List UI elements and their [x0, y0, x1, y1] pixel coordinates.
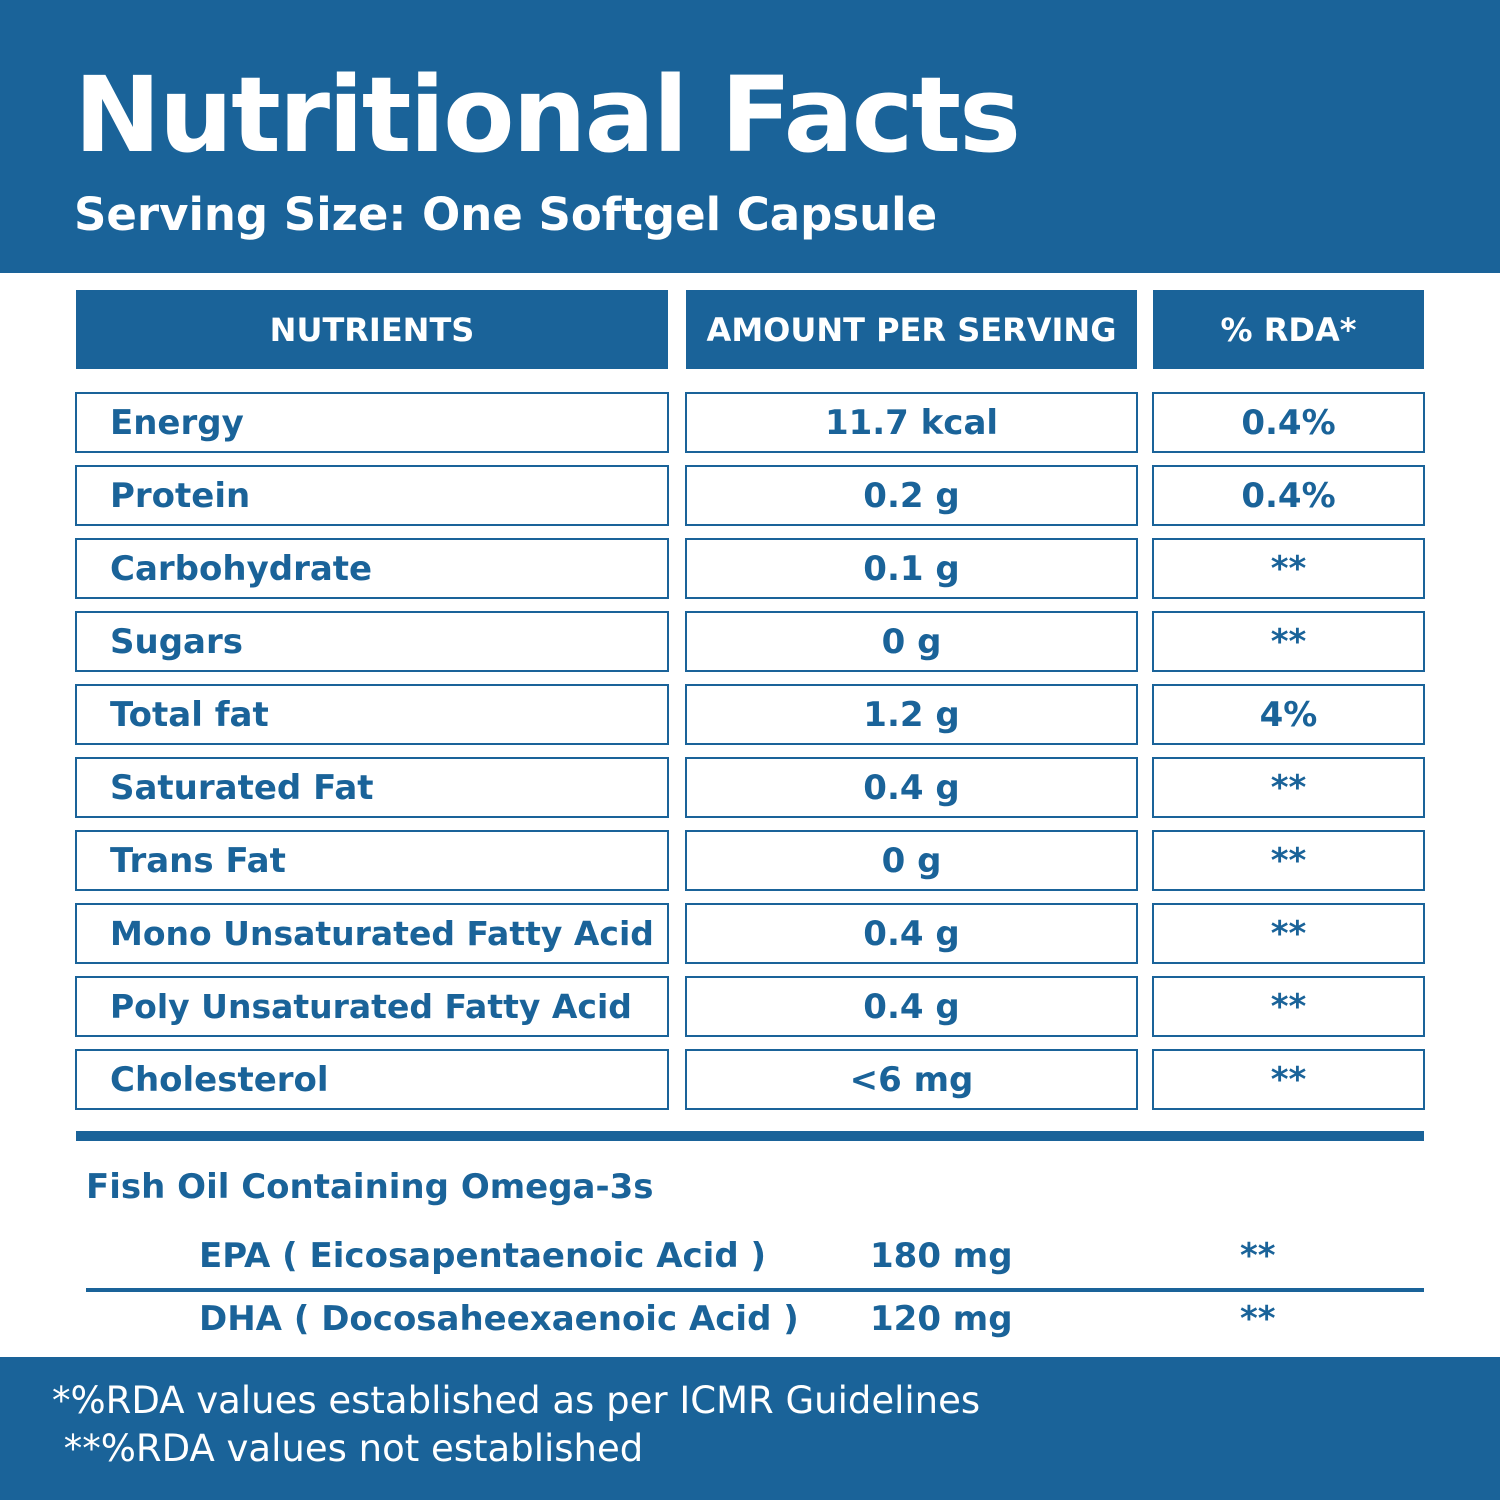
- footnote-rda-established: *%RDA values established as per ICMR Gui…: [52, 1379, 981, 1422]
- nutrient-rda: **: [1152, 757, 1425, 818]
- nutrient-amount: 1.2 g: [685, 684, 1138, 745]
- nutrient-name: Cholesterol: [75, 1049, 669, 1110]
- nutrient-name: Saturated Fat: [75, 757, 669, 818]
- nutrient-name: Energy: [75, 392, 669, 453]
- nutrient-name: Total fat: [75, 684, 669, 745]
- table-row: Cholesterol <6 mg **: [0, 1049, 1500, 1110]
- nutrient-rda: **: [1152, 976, 1425, 1037]
- table-row: Saturated Fat 0.4 g **: [0, 757, 1500, 818]
- nutrient-amount: 0.1 g: [685, 538, 1138, 599]
- table-row: Protein 0.2 g 0.4%: [0, 465, 1500, 526]
- header-banner: Nutritional Facts Serving Size: One Soft…: [0, 0, 1500, 273]
- nutrient-amount: 0 g: [685, 830, 1138, 891]
- nutrient-rda: **: [1152, 538, 1425, 599]
- nutrient-rda: 0.4%: [1152, 465, 1425, 526]
- nutrient-rda: 0.4%: [1152, 392, 1425, 453]
- nutrient-rda: **: [1152, 611, 1425, 672]
- nutrient-name: Trans Fat: [75, 830, 669, 891]
- nutrient-rda: **: [1152, 1049, 1425, 1110]
- nutrient-name: Poly Unsaturated Fatty Acid: [75, 976, 669, 1037]
- table-row: Mono Unsaturated Fatty Acid 0.4 g **: [0, 903, 1500, 964]
- nutrient-amount: 0.2 g: [685, 465, 1138, 526]
- table-row: Sugars 0 g **: [0, 611, 1500, 672]
- nutrient-rda: 4%: [1152, 684, 1425, 745]
- nutrient-amount: 0.4 g: [685, 976, 1138, 1037]
- nutrient-table: Energy 11.7 kcal 0.4% Protein 0.2 g 0.4%…: [0, 392, 1500, 1122]
- omega-amount: 120 mg: [870, 1299, 1013, 1339]
- omega-name: EPA ( Eicosapentaenoic Acid ): [199, 1236, 767, 1276]
- column-header-rda: % RDA*: [1153, 290, 1424, 369]
- section-divider: [76, 1131, 1424, 1141]
- nutrient-amount: 0.4 g: [685, 757, 1138, 818]
- table-row: Energy 11.7 kcal 0.4%: [0, 392, 1500, 453]
- table-row: Total fat 1.2 g 4%: [0, 684, 1500, 745]
- nutrient-amount: <6 mg: [685, 1049, 1138, 1110]
- column-header-amount: AMOUNT PER SERVING: [686, 290, 1137, 369]
- omega-rda: **: [1240, 1299, 1276, 1339]
- omega-rda: **: [1240, 1236, 1276, 1276]
- page-title: Nutritional Facts: [74, 54, 1021, 176]
- omega-name: DHA ( Docosaheexaenoic Acid ): [199, 1299, 799, 1339]
- nutrient-name: Protein: [75, 465, 669, 526]
- nutrient-rda: **: [1152, 903, 1425, 964]
- footnote-rda-not-established: **%RDA values not established: [52, 1427, 644, 1470]
- nutrient-amount: 0 g: [685, 611, 1138, 672]
- nutrient-name: Sugars: [75, 611, 669, 672]
- nutrient-amount: 11.7 kcal: [685, 392, 1138, 453]
- omega-row-epa: EPA ( Eicosapentaenoic Acid ) 180 mg **: [0, 1236, 1500, 1286]
- serving-size: Serving Size: One Softgel Capsule: [74, 188, 938, 241]
- nutrient-name: Carbohydrate: [75, 538, 669, 599]
- omega-section-title: Fish Oil Containing Omega-3s: [86, 1167, 654, 1207]
- nutrient-name: Mono Unsaturated Fatty Acid: [75, 903, 669, 964]
- column-header-nutrients: NUTRIENTS: [76, 290, 668, 369]
- table-row: Carbohydrate 0.1 g **: [0, 538, 1500, 599]
- table-row: Trans Fat 0 g **: [0, 830, 1500, 891]
- nutrient-amount: 0.4 g: [685, 903, 1138, 964]
- omega-divider: [86, 1288, 1424, 1292]
- omega-amount: 180 mg: [870, 1236, 1013, 1276]
- table-row: Poly Unsaturated Fatty Acid 0.4 g **: [0, 976, 1500, 1037]
- nutrient-rda: **: [1152, 830, 1425, 891]
- footer-banner: *%RDA values established as per ICMR Gui…: [0, 1357, 1500, 1500]
- omega-row-dha: DHA ( Docosaheexaenoic Acid ) 120 mg **: [0, 1299, 1500, 1349]
